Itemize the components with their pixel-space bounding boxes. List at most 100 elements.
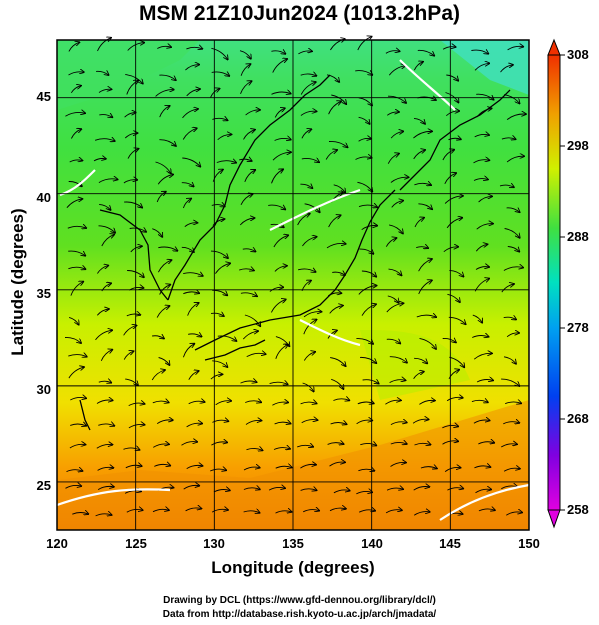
streamline [212, 289, 227, 295]
streamline [98, 179, 118, 183]
streamline [70, 129, 81, 139]
streamline [327, 330, 337, 339]
streamline [301, 158, 319, 162]
streamline [124, 133, 137, 139]
streamline [99, 203, 111, 210]
streamline [444, 467, 461, 472]
streamline [297, 214, 310, 226]
streamline [329, 508, 346, 512]
streamline [476, 380, 493, 383]
y-tick-label: 25 [36, 478, 51, 493]
streamline [212, 420, 228, 422]
streamline [211, 205, 225, 207]
colorbar-tick-label: 278 [567, 320, 589, 335]
cool-region-northeast [440, 40, 529, 95]
y-tick-label: 35 [36, 286, 51, 301]
streamline [414, 218, 424, 228]
streamline [187, 303, 199, 316]
streamline [97, 486, 114, 490]
streamline [474, 63, 489, 71]
streamline [413, 117, 425, 123]
streamline [360, 443, 376, 445]
streamline [96, 444, 113, 449]
streamline [243, 130, 256, 140]
streamline [152, 228, 162, 237]
streamline [242, 249, 256, 252]
streamline [246, 448, 263, 450]
streamline [182, 344, 194, 358]
streamline [445, 92, 459, 103]
streamline [446, 74, 458, 81]
streamline [446, 111, 459, 117]
x-tick-label: 125 [125, 536, 147, 551]
streamline [98, 381, 112, 382]
streamline [98, 225, 116, 233]
streamline [217, 134, 232, 141]
streamline [272, 402, 288, 406]
streamline [413, 487, 430, 491]
streamline [475, 267, 489, 270]
streamline [419, 400, 435, 405]
streamline [240, 194, 253, 205]
streamline [245, 110, 260, 116]
streamline [413, 372, 424, 379]
streamline [328, 215, 341, 228]
streamline [361, 226, 378, 231]
streamline [473, 420, 490, 424]
streamline [212, 219, 225, 226]
streamline [243, 467, 260, 471]
streamline [478, 509, 495, 511]
streamline [246, 353, 266, 357]
streamline [68, 42, 80, 52]
streamline [297, 269, 316, 272]
warm-region-south [57, 400, 529, 530]
streamline [96, 400, 113, 404]
y-tick-label: 45 [36, 89, 51, 104]
streamline [186, 47, 202, 49]
colorbar [547, 38, 565, 529]
streamline [391, 201, 404, 208]
streamline [471, 50, 488, 54]
streamline [300, 184, 312, 188]
streamline [503, 468, 520, 472]
streamline [300, 74, 317, 76]
streamline [301, 420, 318, 424]
streamline [473, 179, 488, 181]
streamline [448, 370, 459, 380]
data-source-credit: Data from http://database.rish.kyoto-u.a… [162, 609, 437, 620]
streamline [476, 224, 493, 230]
streamline [442, 338, 456, 342]
streamline [239, 50, 251, 59]
streamline [159, 139, 176, 146]
streamline [412, 419, 429, 424]
streamline [67, 226, 87, 228]
streamline [501, 138, 516, 140]
streamline [240, 381, 257, 383]
streamline [275, 466, 292, 468]
streamline [503, 422, 519, 424]
streamline [302, 237, 316, 247]
streamline [64, 337, 81, 343]
streamline [245, 420, 262, 425]
colorbar-tick-label: 288 [567, 229, 589, 244]
streamline [243, 511, 260, 513]
streamline [358, 469, 374, 471]
streamline [268, 487, 285, 491]
streamline [413, 150, 426, 160]
streamline [300, 82, 316, 95]
streamline [476, 93, 493, 99]
streamline [123, 351, 133, 360]
streamline [275, 344, 288, 359]
streamline [361, 304, 376, 316]
streamline [181, 183, 194, 187]
streamline [124, 491, 141, 494]
streamline [96, 309, 109, 316]
streamline [507, 246, 520, 252]
streamline [127, 270, 144, 278]
streamline [326, 74, 339, 82]
streamline [240, 293, 257, 296]
streamline [152, 401, 169, 403]
streamline [159, 106, 170, 118]
streamline [184, 223, 198, 227]
streamline [473, 160, 490, 164]
